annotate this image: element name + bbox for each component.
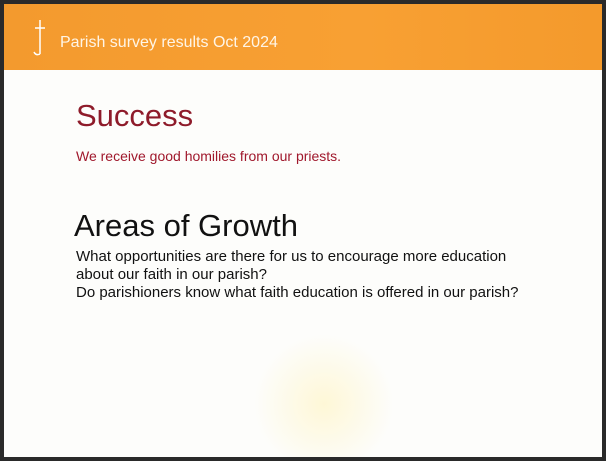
- growth-heading: Areas of Growth: [74, 208, 298, 243]
- growth-line: Do parishioners know what faith educatio…: [76, 284, 519, 301]
- growth-line: What opportunities are there for us to e…: [76, 248, 507, 283]
- growth-lines: What opportunities are there for us to e…: [76, 248, 546, 302]
- success-heading: Success: [76, 98, 194, 133]
- glow: [254, 334, 394, 457]
- success-text: We receive good homilies from our priest…: [76, 148, 342, 164]
- header-band: Parish survey results Oct 2024: [4, 4, 602, 70]
- cross-icon: [33, 20, 45, 56]
- header-title: Parish survey results Oct 2024: [60, 34, 278, 51]
- slide: Parish survey results Oct 2024 Success W…: [4, 4, 602, 457]
